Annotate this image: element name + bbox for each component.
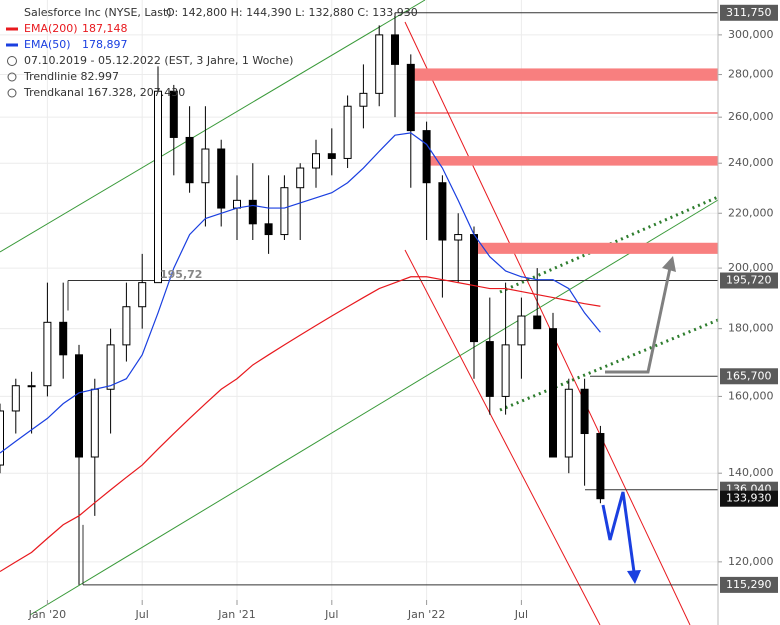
candle-body: [470, 234, 478, 343]
range: 07.10.2019 - 05.12.2022 (EST, 3 Jahre, 1…: [24, 54, 293, 67]
candle-body: [533, 315, 542, 330]
last-price-label: 133,930: [726, 492, 772, 505]
candle-body: [391, 34, 399, 65]
down-channel-lower: [404, 249, 601, 625]
marks: [0, 12, 718, 586]
candle-body: [517, 315, 526, 346]
candle-body: [549, 328, 557, 458]
candle-body: [217, 148, 226, 209]
resistance-zone: [427, 156, 718, 166]
candle-body: [422, 130, 431, 184]
level-label: 165,700: [726, 369, 772, 382]
x-tick-label: Jan '20: [28, 608, 66, 621]
candle-body: [454, 234, 463, 241]
candle-body: [312, 153, 320, 169]
x-tick-label: Jul: [514, 608, 528, 621]
ohlc: O: 142,800 H: 144,390 L: 132,880 C: 133,…: [166, 6, 418, 19]
candle-body: [90, 388, 99, 458]
level-box: [720, 272, 778, 289]
y-tick-label: 220,000: [728, 206, 774, 219]
candle-body: [233, 199, 241, 209]
y-tick-label: 280,000: [728, 68, 774, 81]
arrow-head: [662, 256, 676, 272]
level-box: [720, 368, 778, 385]
candle-body: [596, 433, 605, 500]
x-tick-label: Jan '22: [407, 608, 445, 621]
scenario-arrow-up: [605, 267, 672, 374]
candle-body: [138, 282, 147, 308]
icon: [7, 88, 17, 98]
scenario-arrow-down: [601, 491, 636, 573]
candle-body: [27, 385, 36, 388]
level-label: 311,750: [726, 6, 772, 19]
candle-body: [185, 136, 194, 184]
candle-body: [75, 354, 83, 458]
clock-icon: [7, 56, 17, 66]
candle-body: [280, 187, 289, 236]
candle-body: [169, 90, 178, 138]
candle-body: [406, 63, 415, 132]
y-tick-label: 200,000: [728, 261, 774, 274]
candle-body: [375, 34, 384, 94]
resistance-zone: [475, 242, 718, 254]
candle-body: [0, 410, 4, 466]
level-label: 115,290: [726, 578, 772, 591]
y-tick-label: 240,000: [728, 156, 774, 169]
candle-body: [59, 321, 68, 356]
x-tick-label: Jul: [324, 608, 338, 621]
x-tick-label: Jul: [135, 608, 149, 621]
candle-body: [564, 388, 573, 458]
y-tick-label: 300,000: [728, 28, 774, 41]
legend-value: 187,148: [82, 22, 128, 35]
candle-body: [43, 321, 52, 387]
arrow-head: [627, 570, 641, 584]
icon: [7, 72, 17, 82]
instrument: Salesforce Inc (NYSE, Last): [24, 6, 172, 19]
annotation: 195,72: [160, 268, 202, 281]
channel: Trendkanal 167.328, 207.430: [23, 86, 185, 99]
ema-line: [0, 132, 601, 454]
level-box: [720, 576, 778, 593]
legend-value: 178,897: [82, 38, 128, 51]
y-tick-label: 140,000: [728, 466, 774, 479]
candle-body: [327, 153, 336, 159]
x-tick-label: Jan '21: [217, 608, 255, 621]
down-channel-upper: [404, 21, 691, 625]
y-tick-label: 260,000: [728, 110, 774, 123]
y-tick-label: 180,000: [728, 322, 774, 335]
candle-body: [343, 105, 352, 159]
candle-body: [11, 385, 20, 412]
trendline: Trendlinie 82.997: [23, 70, 119, 83]
y-tick-label: 120,000: [728, 555, 774, 568]
candle-body: [501, 344, 510, 397]
dotted-trend-upper: [499, 195, 719, 294]
candle-body: [201, 148, 210, 184]
candle-body: [264, 223, 273, 236]
legend-label: EMA(200): [24, 22, 78, 35]
legend: Salesforce Inc (NYSE, Last) O: 142,800 H…: [6, 6, 418, 99]
ema-line: [0, 276, 601, 573]
grid-layer: [0, 0, 718, 600]
candle-body: [296, 167, 305, 189]
candle-body: [438, 182, 447, 241]
level-label: 195,720: [726, 274, 772, 287]
level-box: [720, 4, 778, 21]
legend-label: EMA(50): [24, 38, 71, 51]
candle-body: [359, 92, 368, 107]
candle-body: [122, 306, 131, 346]
candle-body: [248, 199, 257, 225]
candle-body: [485, 341, 494, 397]
resistance-zone: [408, 68, 718, 81]
y-tick-label: 160,000: [728, 389, 774, 402]
last-price-box: [720, 490, 778, 507]
candle-body: [106, 344, 115, 390]
trend-channel-lower: [29, 199, 719, 616]
trend-channel-upper: [0, 0, 426, 253]
candle-body: [154, 90, 162, 284]
candle-body: [580, 388, 589, 435]
